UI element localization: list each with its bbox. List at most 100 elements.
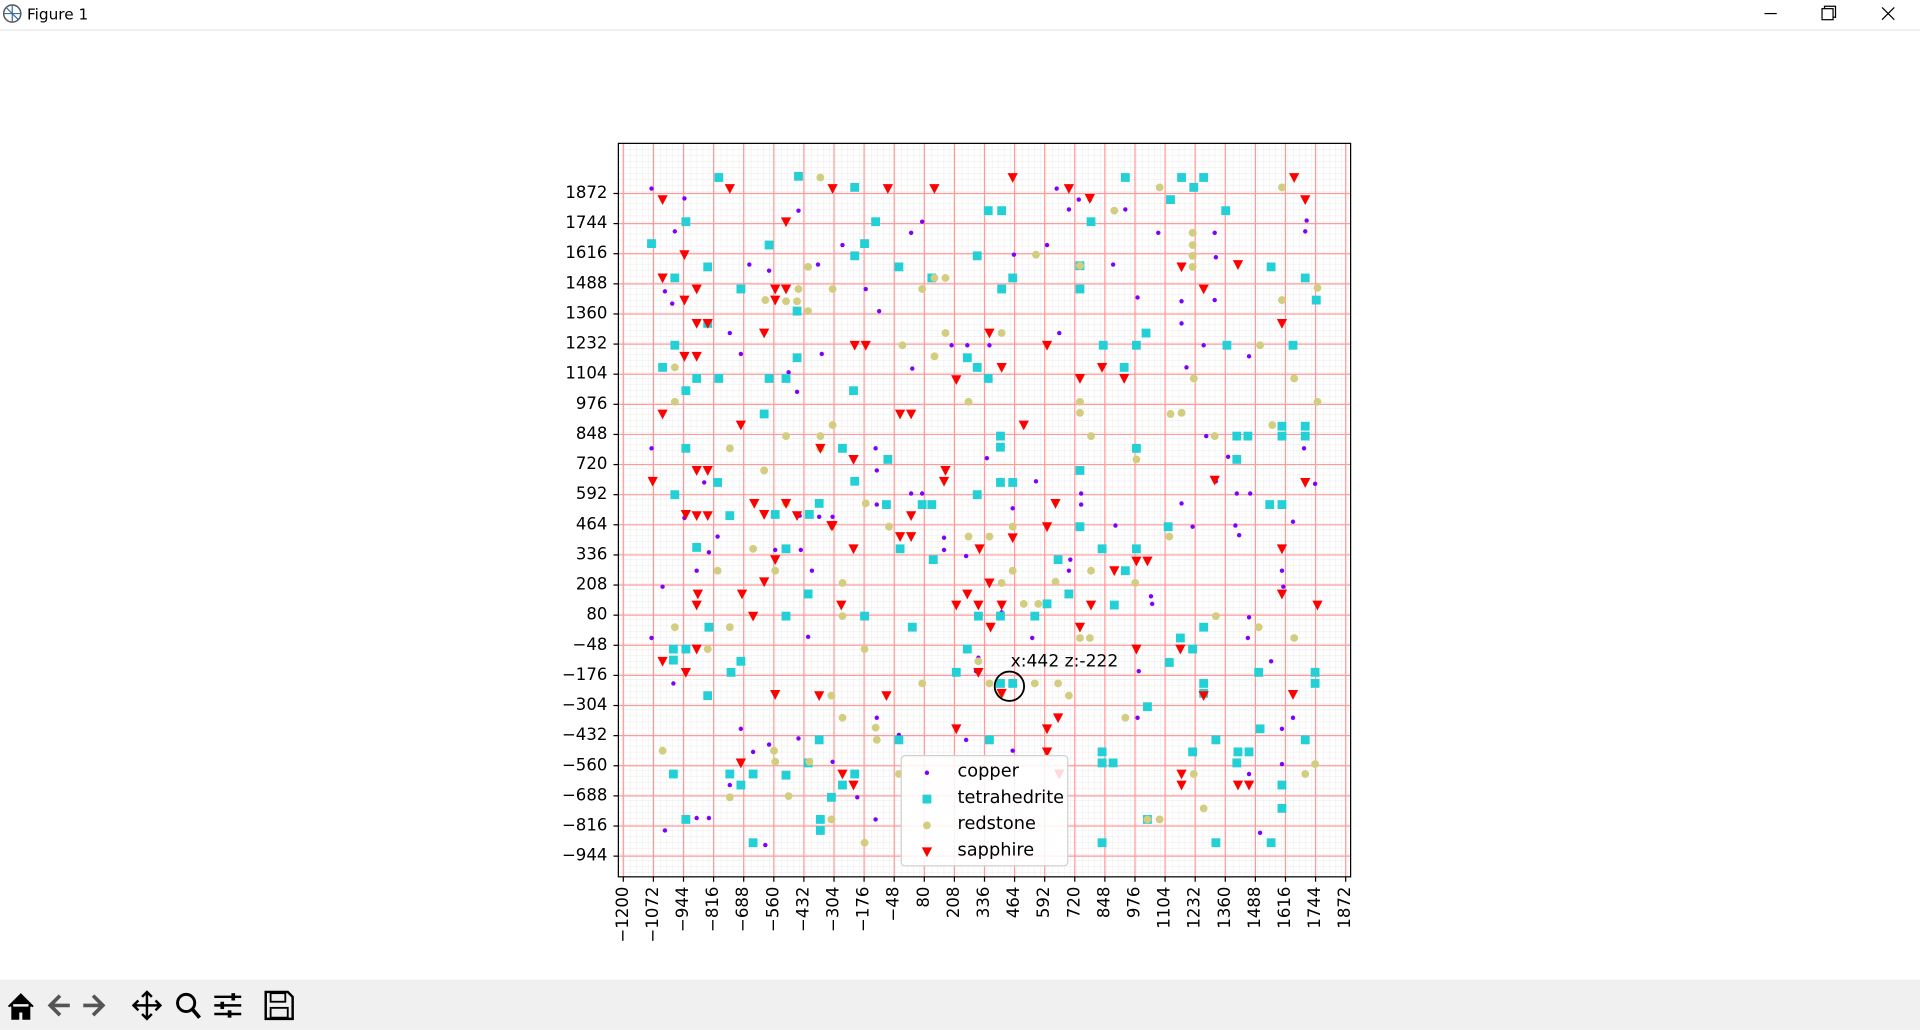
point (928, 555, 938, 565)
configure-button[interactable] (211, 989, 244, 1022)
point (1097, 758, 1107, 768)
point (1163, 522, 1173, 532)
point (850, 182, 860, 192)
point (1225, 454, 1231, 460)
point (759, 409, 769, 419)
pan-button[interactable] (131, 989, 163, 1022)
point (1290, 634, 1299, 642)
point (1290, 374, 1299, 383)
point (850, 476, 860, 486)
point (680, 510, 691, 520)
point (1201, 343, 1206, 348)
point (1256, 341, 1264, 350)
close-button[interactable] (1858, 0, 1918, 30)
point (1075, 522, 1085, 532)
point (838, 612, 847, 621)
point (838, 713, 847, 722)
point (782, 297, 790, 306)
y-tick-label: 336 (576, 544, 608, 563)
point (1087, 432, 1095, 441)
point (1096, 362, 1108, 373)
point (827, 792, 836, 802)
point (793, 297, 801, 306)
point (987, 343, 992, 348)
point (1076, 408, 1084, 417)
point (1266, 262, 1276, 272)
point (691, 466, 702, 476)
save-button[interactable] (260, 989, 296, 1022)
point (1076, 397, 1084, 406)
point (764, 240, 774, 250)
forward-button[interactable] (79, 989, 112, 1022)
y-tick-label: 80 (586, 605, 607, 624)
point (996, 611, 1005, 621)
point (781, 770, 791, 780)
point (1232, 454, 1242, 464)
maximize-button[interactable] (1801, 0, 1856, 30)
point (1166, 195, 1175, 205)
point (894, 735, 904, 745)
point (770, 295, 781, 306)
point (727, 782, 733, 788)
point (670, 623, 679, 632)
point (1300, 421, 1310, 431)
series-sapphire (647, 173, 1323, 791)
point (1110, 262, 1116, 267)
point (1131, 443, 1141, 453)
point (861, 499, 870, 508)
point (929, 184, 940, 194)
point (951, 724, 962, 735)
zoom-button[interactable] (171, 989, 204, 1022)
point (1211, 838, 1221, 848)
point (997, 579, 1006, 587)
point (1288, 340, 1298, 350)
point (1131, 644, 1142, 655)
point (895, 544, 905, 554)
point (996, 362, 1007, 373)
point (804, 307, 813, 316)
point (668, 644, 678, 654)
point (996, 688, 1007, 699)
point (736, 780, 746, 790)
point (860, 838, 869, 847)
point (860, 645, 869, 653)
point (951, 600, 962, 611)
point (735, 420, 747, 431)
y-tick-label: −432 (562, 725, 607, 744)
home-button[interactable] (4, 989, 37, 1022)
point (1030, 635, 1035, 641)
point (1076, 261, 1084, 270)
point (1278, 296, 1286, 305)
point (1245, 635, 1251, 641)
y-tick-label: 1232 (565, 334, 607, 353)
point (941, 535, 947, 540)
point (804, 262, 813, 271)
point (725, 623, 734, 632)
point (1136, 668, 1141, 674)
point (1074, 622, 1086, 633)
legend: copper tetrahedrite redstone sapphire (900, 755, 1069, 867)
x-tick-label: −432 (793, 887, 812, 932)
point (1278, 183, 1286, 192)
point (827, 691, 836, 700)
point (938, 476, 950, 487)
point (1222, 340, 1232, 350)
point (1066, 568, 1072, 573)
point (1142, 556, 1153, 567)
minimize-button[interactable] (1744, 0, 1799, 30)
back-button[interactable] (42, 989, 75, 1022)
point (1141, 328, 1151, 338)
y-tick-label: −176 (562, 665, 607, 684)
point (1188, 262, 1197, 271)
point (1276, 544, 1288, 555)
point (850, 769, 860, 779)
plot-area: −1200 −1072 −944 −816 −688 −560 −432 −304 −176 −4… (562, 142, 1354, 943)
point (827, 184, 838, 194)
point (647, 239, 656, 249)
point (770, 746, 778, 755)
point (1076, 197, 1081, 202)
y-tick-label: 1872 (565, 183, 607, 202)
point (849, 386, 858, 396)
point (1190, 524, 1195, 529)
point (1303, 229, 1308, 234)
